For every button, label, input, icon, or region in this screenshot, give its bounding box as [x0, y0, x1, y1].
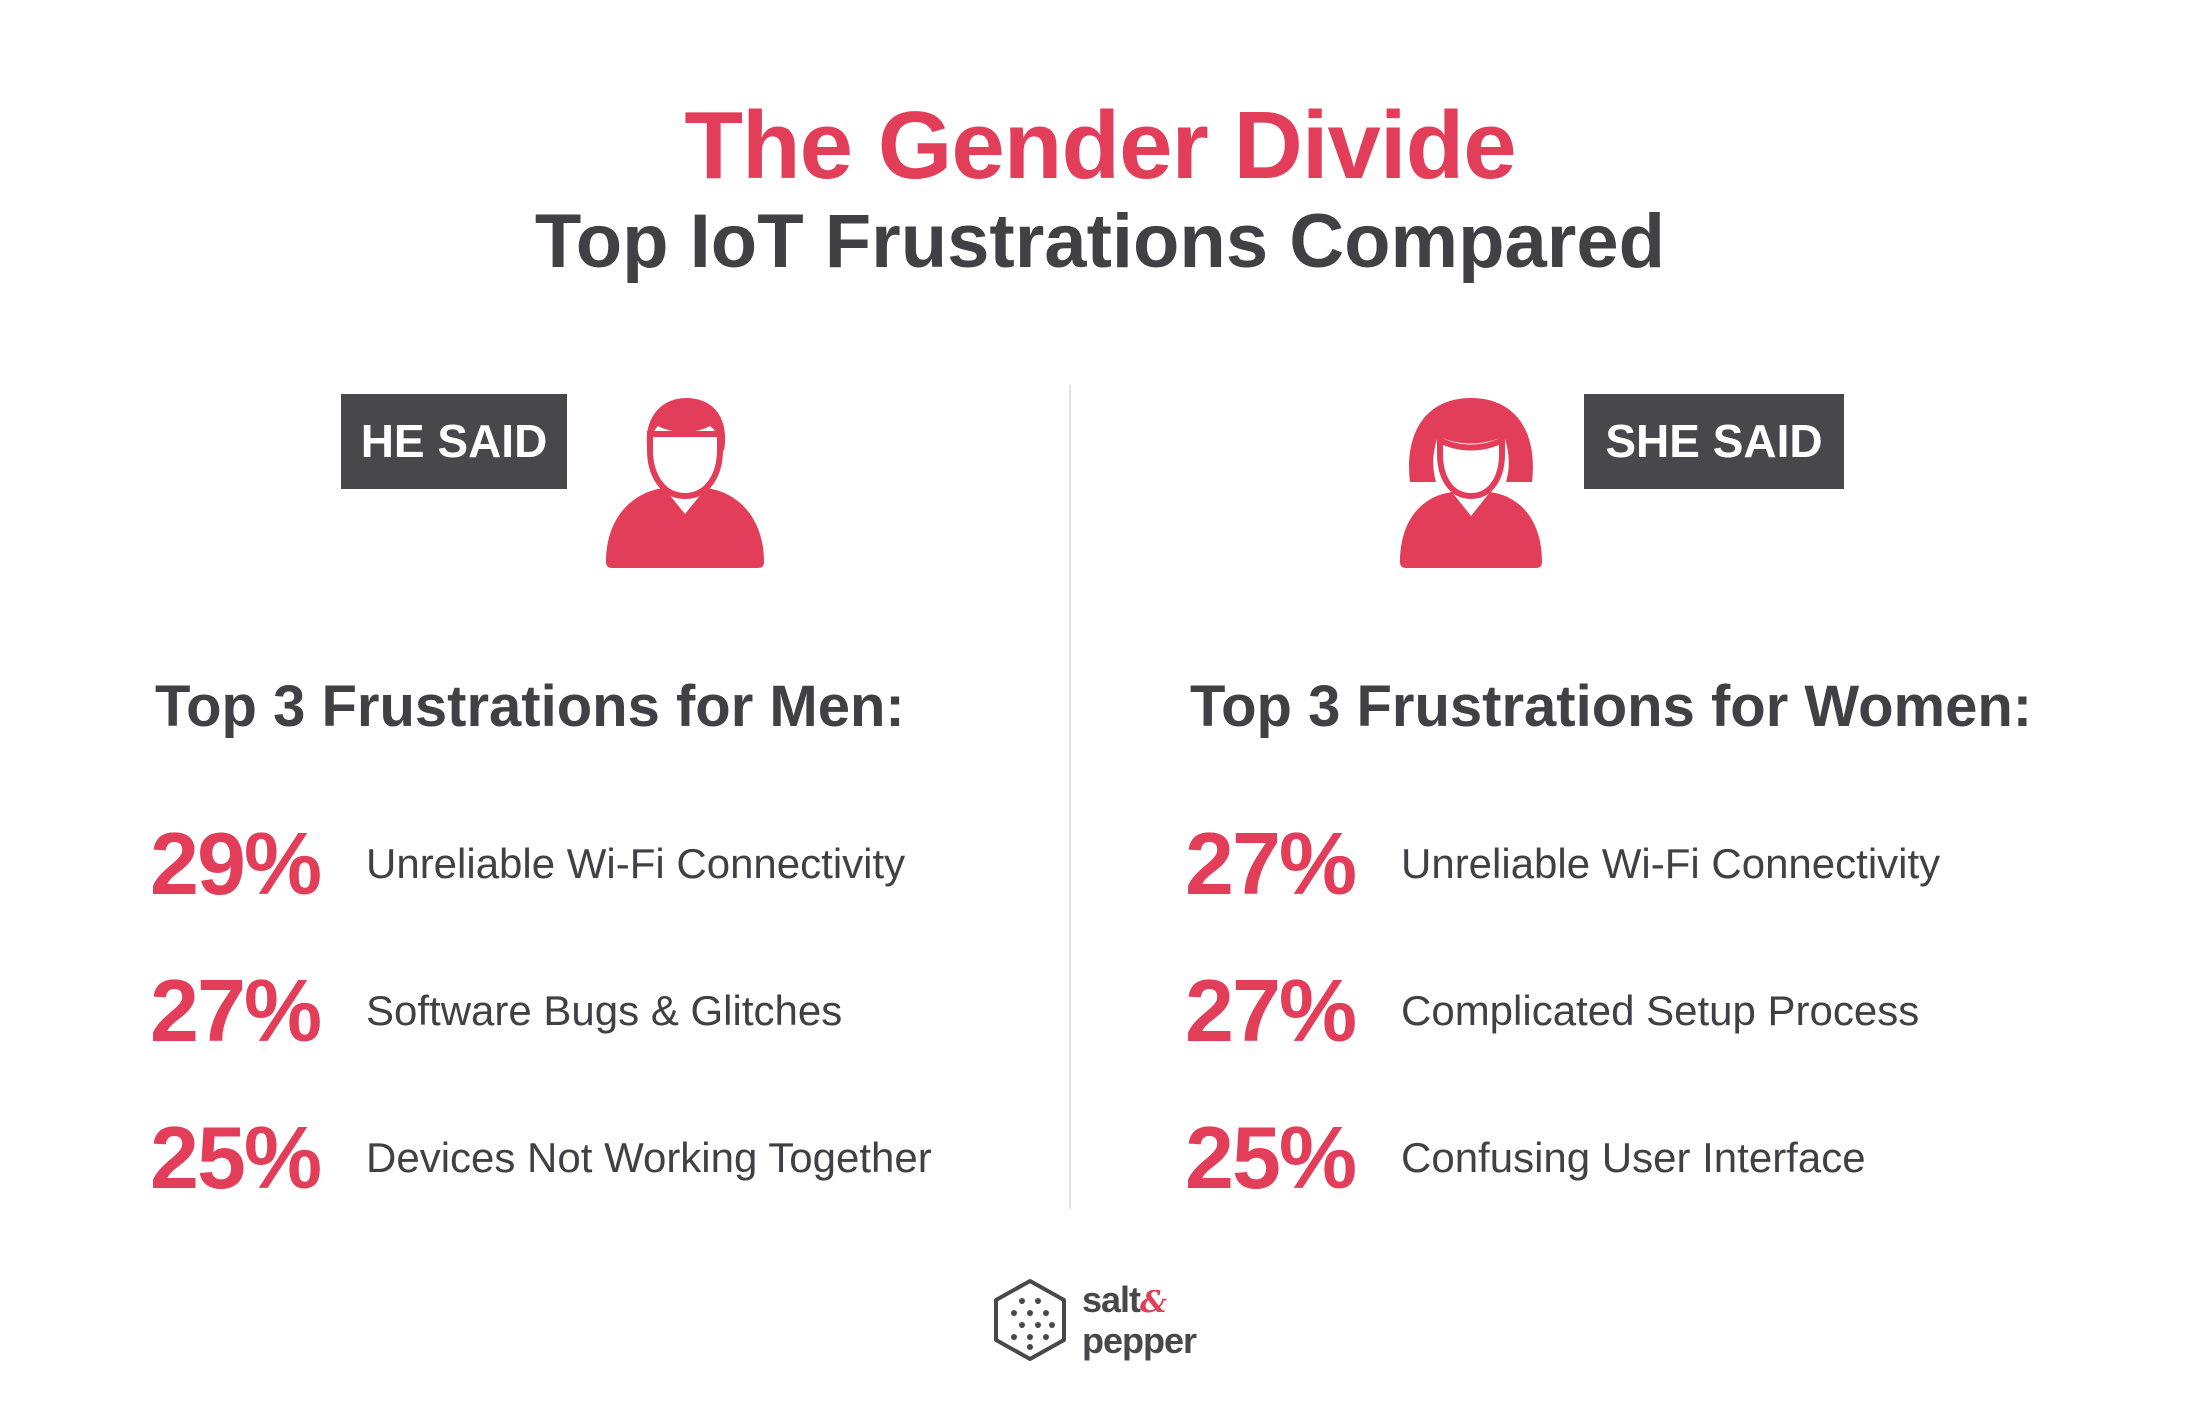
women-label-2: Complicated Setup Process [1401, 987, 1920, 1034]
list-item: 25% Confusing User Interface [1185, 1114, 1866, 1202]
hexagon-dots-logo-icon [994, 1279, 1066, 1361]
page-subtitle: Top IoT Frustrations Compared [534, 199, 1666, 284]
men-label-1: Unreliable Wi-Fi Connectivity [366, 840, 906, 887]
women-percent-1: 27% [1185, 814, 1357, 913]
women-label-1: Unreliable Wi-Fi Connectivity [1401, 840, 1941, 887]
list-item: 27% Software Bugs & Glitches [150, 967, 842, 1055]
list-item: 27% Complicated Setup Process [1185, 967, 1919, 1055]
men-percent-1: 29% [150, 814, 322, 913]
men-percent-2: 27% [150, 961, 322, 1060]
women-heading: Top 3 Frustrations for Women: [1190, 674, 2033, 739]
page-title: The Gender Divide [684, 92, 1516, 199]
salt-and-pepper-logo: salt& pepper [990, 1275, 1220, 1365]
he-said-tag: HE SAID [341, 394, 567, 489]
list-item: 29% Unreliable Wi-Fi Connectivity [150, 820, 905, 908]
women-percent-2: 27% [1185, 961, 1357, 1060]
logo-line1: salt [1082, 1279, 1141, 1320]
male-user-icon [606, 398, 764, 568]
men-percent-3: 25% [150, 1108, 322, 1207]
list-item: 27% Unreliable Wi-Fi Connectivity [1185, 820, 1940, 908]
men-label-2: Software Bugs & Glitches [366, 987, 843, 1034]
column-divider [1069, 385, 1071, 1209]
men-label-3: Devices Not Working Together [366, 1134, 932, 1181]
logo-ampersand: & [1140, 1285, 1167, 1320]
female-user-icon [1400, 398, 1542, 568]
logo-wordmark: salt& pepper [1082, 1279, 1197, 1361]
women-label-3: Confusing User Interface [1401, 1134, 1866, 1181]
women-percent-3: 25% [1185, 1108, 1357, 1207]
she-said-tag: SHE SAID [1584, 394, 1844, 489]
men-heading: Top 3 Frustrations for Men: [155, 674, 905, 739]
logo-line2: pepper [1082, 1320, 1197, 1361]
list-item: 25% Devices Not Working Together [150, 1114, 932, 1202]
